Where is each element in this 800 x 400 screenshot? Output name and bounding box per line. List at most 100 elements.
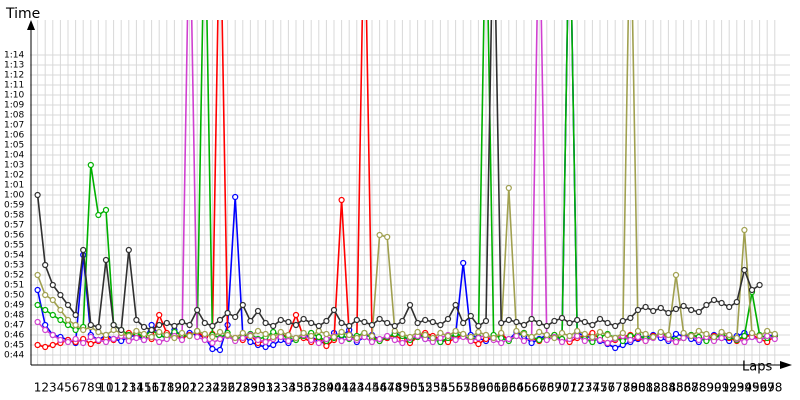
data-point	[756, 332, 763, 340]
data-point	[399, 330, 406, 338]
data-point	[194, 306, 201, 314]
plot-area	[34, 20, 778, 354]
data-point	[612, 334, 619, 342]
data-point	[64, 338, 72, 346]
x-tick-label: 24	[205, 381, 220, 395]
data-point	[277, 333, 284, 341]
data-point	[87, 333, 94, 341]
data-point	[125, 337, 132, 345]
data-point	[771, 335, 778, 343]
data-point	[376, 335, 383, 343]
data-point	[262, 343, 269, 351]
data-point	[505, 184, 512, 192]
data-point	[285, 331, 292, 339]
y-tick-label: 1:05	[4, 141, 24, 151]
data-point	[733, 334, 740, 342]
data-point	[718, 328, 725, 336]
data-point	[163, 319, 170, 327]
data-point	[764, 327, 771, 335]
data-point	[315, 327, 322, 335]
data-point	[292, 311, 300, 319]
x-tick-label: 67	[532, 381, 547, 395]
data-point	[513, 327, 520, 335]
series-line	[36, 20, 776, 340]
data-point	[581, 330, 588, 338]
y-tick-label: 1:14	[4, 51, 24, 61]
x-tick-label: 58	[463, 381, 478, 395]
x-tick-label: 49	[395, 381, 410, 395]
data-point	[80, 326, 87, 334]
data-point	[338, 196, 345, 204]
data-point	[498, 319, 505, 327]
data-point	[49, 281, 56, 289]
x-tick-label: 13	[121, 381, 136, 395]
data-point	[72, 335, 79, 343]
data-point	[285, 318, 292, 326]
y-tick-label: 0:44	[4, 351, 24, 361]
data-point	[224, 331, 231, 339]
x-tick-label: 3	[49, 381, 57, 395]
y-tick-label: 0:52	[4, 271, 24, 281]
data-point	[642, 303, 649, 311]
y-tick-label: 0:54	[4, 251, 24, 261]
data-point	[277, 316, 284, 324]
x-tick-label: 70	[554, 381, 569, 395]
x-tick-label: 90	[706, 381, 721, 395]
data-point	[528, 339, 535, 347]
data-point	[627, 314, 634, 322]
data-point	[80, 339, 87, 347]
data-point	[118, 337, 125, 345]
x-tick-label: 97	[760, 381, 775, 395]
data-point	[330, 333, 338, 341]
series-line	[37, 20, 776, 344]
data-point	[338, 337, 345, 345]
x-tick-label: 51	[410, 381, 425, 395]
data-point	[57, 336, 64, 344]
data-point	[57, 291, 64, 299]
data-point	[125, 332, 132, 340]
data-point	[475, 322, 482, 330]
x-tick-label: 63	[501, 381, 516, 395]
x-tick-label: 96	[752, 381, 767, 395]
data-point	[247, 317, 254, 325]
data-point	[201, 336, 208, 344]
data-point	[741, 338, 748, 346]
data-point	[460, 319, 467, 327]
data-point	[239, 301, 246, 309]
data-point	[57, 306, 64, 314]
data-point	[596, 336, 604, 344]
y-tick-label: 1:13	[4, 61, 24, 71]
data-point	[87, 161, 94, 169]
data-point	[209, 339, 216, 347]
data-point	[42, 343, 49, 351]
data-point	[277, 328, 284, 336]
x-tick-label: 19	[167, 381, 182, 395]
data-point	[536, 336, 543, 344]
data-point	[703, 301, 710, 309]
data-point	[156, 321, 163, 329]
data-point	[209, 322, 216, 330]
data-point	[460, 330, 467, 338]
x-tick-label: 50	[402, 381, 417, 395]
data-point	[680, 329, 687, 337]
x-tick-label: 12	[114, 381, 129, 395]
x-tick-label: 41	[334, 381, 349, 395]
data-point	[520, 337, 528, 345]
data-point	[300, 329, 307, 337]
data-point	[604, 331, 611, 339]
data-point	[703, 330, 710, 338]
data-point	[695, 336, 702, 344]
data-point	[695, 308, 702, 316]
data-point	[642, 337, 649, 345]
data-point	[574, 316, 581, 324]
x-tick-label: 66	[524, 381, 539, 395]
data-point	[513, 332, 520, 340]
data-point	[232, 334, 239, 342]
data-point	[634, 333, 642, 341]
data-point	[498, 329, 505, 337]
data-point	[346, 331, 353, 339]
y-tick-label: 1:02	[4, 171, 24, 181]
data-point	[482, 317, 490, 325]
x-tick-label: 83	[653, 381, 668, 395]
data-point	[315, 339, 322, 347]
